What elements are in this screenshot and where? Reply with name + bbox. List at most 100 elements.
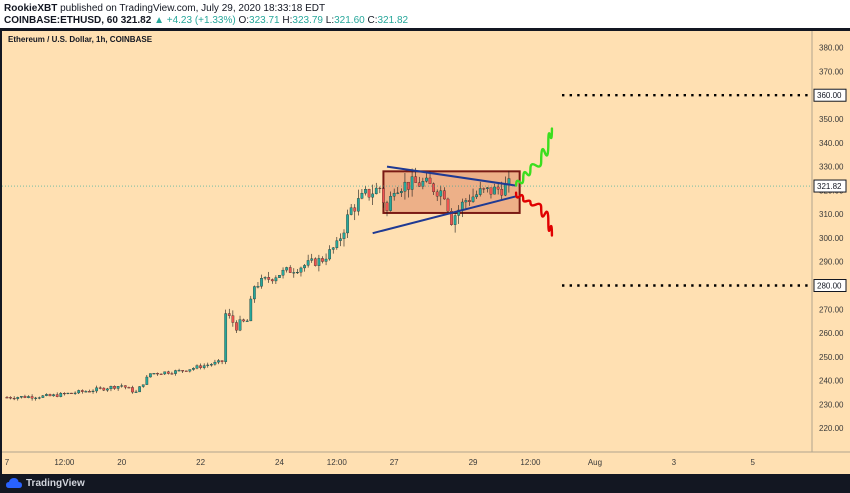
time-tick-label: 5 [750,458,755,467]
cloud-icon [6,478,22,488]
candle-body [30,396,34,399]
candle-body [152,373,156,375]
candle-body [425,177,428,182]
candle-body [12,398,16,400]
time-tick-label: 29 [469,458,478,467]
time-tick-label: 27 [390,458,399,467]
candle-body [310,258,314,261]
price-tick-label: 350.00 [819,115,844,124]
candle-body [285,267,288,271]
candle-body [116,386,120,389]
candles [5,167,511,401]
candle-body [306,260,310,266]
candle-body [496,186,500,190]
candle-body [23,396,27,398]
up-arrow-icon: ▲ [154,15,164,26]
candle-body [166,371,170,374]
candle-body [460,201,464,211]
candle-body [231,315,235,323]
candle-body [303,265,306,269]
last-price-box [813,179,847,193]
candle-body [77,390,81,394]
candle-body [84,391,88,393]
candle-body [120,385,124,387]
candle-body [457,209,461,216]
author-name[interactable]: RookieXBT [4,3,58,14]
triangle-lower-line [372,195,517,235]
candle-body [278,275,281,278]
candle-body [263,277,267,279]
candle-body [131,387,134,393]
candle-body [392,193,396,197]
time-tick-label: Aug [588,458,602,467]
candle-body [192,368,195,370]
price-tick-label: 340.00 [819,139,844,148]
consolidation-box [382,170,521,214]
symbol-label: COINBASE:ETHUSD, 60 [4,15,118,26]
candle-body [113,386,116,389]
low-label: L: [325,15,335,26]
time-tick-label: 7 [5,458,10,467]
candle-body [507,178,511,184]
price-tick-label: 330.00 [819,163,844,172]
publish-info: RookieXBT published on TradingView.com, … [4,3,325,14]
candle-body [321,258,324,262]
candle-body [177,370,181,372]
candle-body [328,249,332,260]
candle-body [435,191,439,197]
candle-body [364,189,367,194]
plot-background [2,31,812,452]
price-chart[interactable]: 220.00 230.00 240.00 250.00 260.00 270.00 280.… [0,28,850,474]
candle-body [227,313,231,316]
candle-body [48,394,52,397]
level-label: 360.00 [817,91,842,100]
candle-body [342,232,346,239]
candle-body [95,387,98,392]
candle-body [353,207,357,212]
candle-body [109,386,113,390]
candle-body [339,238,342,241]
candle-body [238,319,242,331]
candle-body [213,361,217,365]
candle-body [396,192,400,194]
candle-body [371,193,375,198]
close-value: 321.82 [377,15,409,26]
candle-body [482,188,486,190]
candle-body [9,397,12,399]
close-label: C: [367,15,378,26]
candle-body [34,397,38,399]
ohlc-readout: COINBASE:ETHUSD, 60 321.82 ▲ +4.23 (+1.3… [4,15,408,26]
time-tick-label: 24 [275,458,284,467]
candle-body [324,258,328,262]
candle-body [16,397,20,399]
time-tick-label: 12:00 [327,458,348,467]
high-label: H: [282,15,293,26]
candle-body [296,271,299,274]
candle-body [156,373,159,375]
tradingview-logo[interactable]: TradingView [6,477,85,489]
candle-body [446,198,450,212]
candle-body [19,396,23,398]
candle-body [464,200,468,203]
candle-body [385,202,389,211]
candle-body [421,181,425,187]
candle-body [439,190,443,197]
candle-body [37,397,41,399]
candle-body [450,211,453,225]
candle-body [374,187,378,195]
candle-body [471,196,475,202]
low-value: 321.60 [334,15,365,26]
candle-body [356,198,360,212]
candle-body [317,258,321,266]
footer-bar: TradingView [0,474,850,493]
candle-body [220,360,224,362]
publish-date: published on TradingView.com, July 29, 2… [60,3,326,14]
candle-body [145,376,149,385]
candle-body [170,373,174,375]
open-label: O: [238,15,250,26]
time-axis[interactable] [2,452,850,474]
scenario-bull-curve [514,127,554,187]
candle-body [288,267,292,273]
candle-body [253,286,256,300]
candle-body [209,364,213,366]
